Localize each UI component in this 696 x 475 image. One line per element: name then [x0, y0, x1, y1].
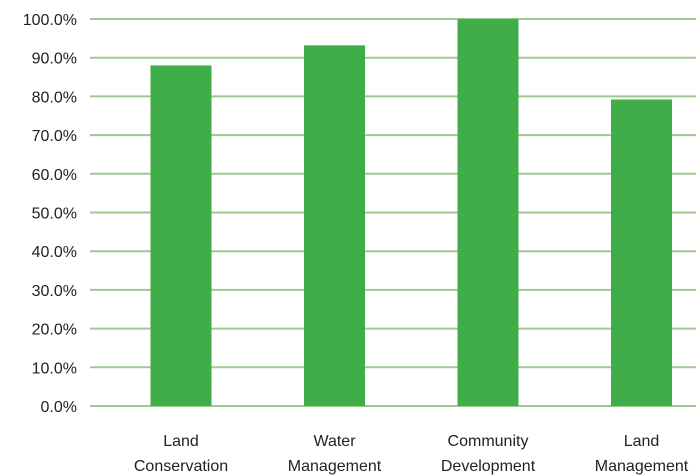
- y-tick-label: 60.0%: [32, 167, 77, 184]
- y-tick-label: 80.0%: [32, 89, 77, 106]
- y-axis-tick-labels: 0.0% 10.0% 20.0% 30.0% 40.0% 50.0% 60.0% 70.0% 8…: [23, 12, 77, 416]
- y-tick-label: 0.0%: [41, 399, 77, 416]
- bars: [150, 19, 672, 406]
- y-tick-label: 40.0%: [32, 244, 77, 261]
- y-tick-label: 50.0%: [32, 206, 77, 223]
- y-tick-label: 90.0%: [32, 51, 77, 68]
- x-category-label: Management: [595, 458, 689, 475]
- bar: [304, 45, 365, 406]
- y-tick-label: 70.0%: [32, 128, 77, 145]
- bar: [150, 65, 212, 406]
- y-tick-label: 20.0%: [32, 322, 77, 339]
- x-category-label: Development: [441, 458, 536, 475]
- x-axis-category-labels: Land Conservation Water Management Community…: [134, 433, 689, 475]
- x-category-label: Conservation: [134, 458, 228, 475]
- x-category-label: Water: [313, 433, 356, 450]
- x-category-label: Land: [163, 433, 199, 450]
- x-category-label: Land: [624, 433, 660, 450]
- bar: [611, 99, 672, 406]
- x-category-label: Management: [288, 458, 382, 475]
- x-category-label: Community: [448, 433, 529, 450]
- bar: [457, 19, 519, 406]
- y-tick-label: 100.0%: [23, 12, 77, 29]
- y-tick-label: 30.0%: [32, 283, 77, 300]
- y-tick-label: 10.0%: [32, 360, 77, 377]
